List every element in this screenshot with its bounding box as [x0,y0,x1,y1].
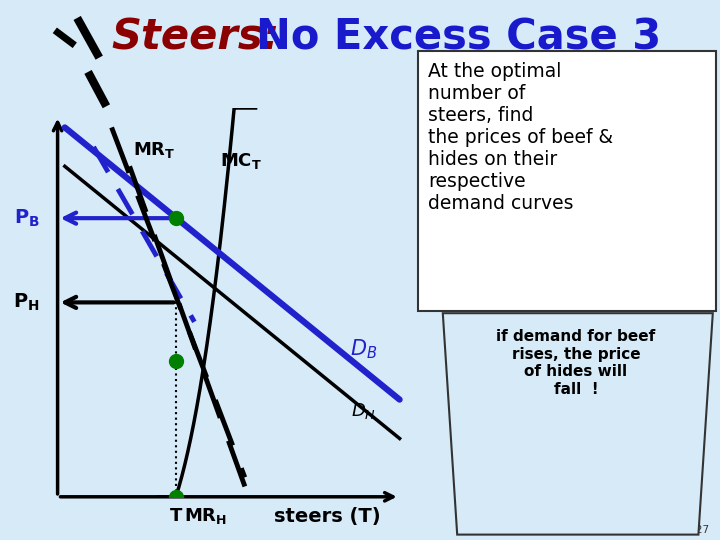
Text: Steers:: Steers: [112,16,280,58]
Text: $D_H$: $D_H$ [351,401,376,421]
Text: Slide 27: Slide 27 [667,524,709,535]
Text: $\mathbf{P_H}$: $\mathbf{P_H}$ [13,292,40,313]
Text: No Excess Case 3: No Excess Case 3 [227,16,661,58]
Text: $D_B$: $D_B$ [350,338,377,361]
Text: At the optimal
number of
steers, find
the prices of beef &
hides on their
respec: At the optimal number of steers, find th… [428,62,613,213]
Text: $\mathbf{MC_T}$: $\mathbf{MC_T}$ [220,151,261,171]
Text: $\mathbf{P_B}$: $\mathbf{P_B}$ [14,207,40,229]
Text: $\mathbf{MR_T}$: $\mathbf{MR_T}$ [133,140,176,160]
Text: $\mathbf{MR_H}$: $\mathbf{MR_H}$ [184,506,227,526]
Text: T: T [170,507,183,525]
Text: steers (T): steers (T) [274,507,380,526]
Text: if demand for beef
rises, the price
of hides will
fall  !: if demand for beef rises, the price of h… [496,329,656,396]
